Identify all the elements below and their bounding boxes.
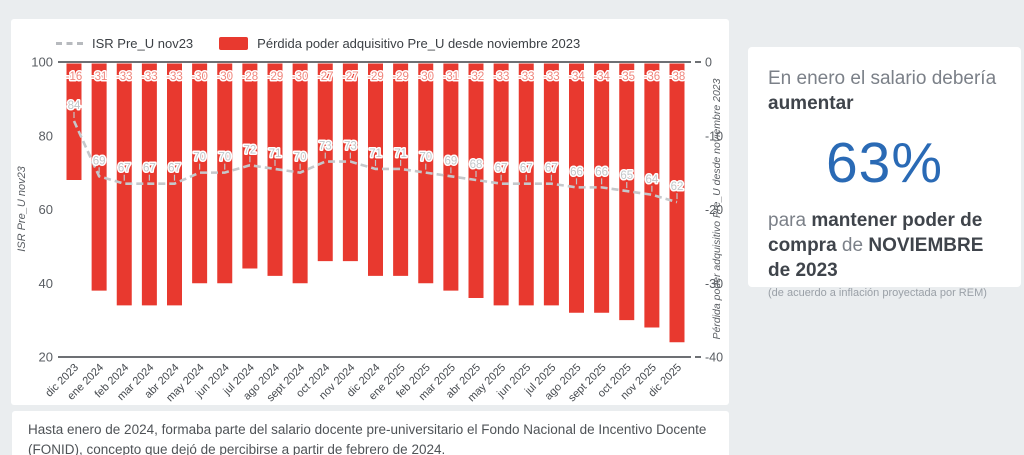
line-value-label: 73 xyxy=(319,141,332,153)
info-note: (de acuerdo a inflación proyectada por R… xyxy=(768,287,987,300)
line-value-label: 71 xyxy=(269,148,282,160)
bar-color-swatch xyxy=(219,37,249,50)
line-value-label: 62 xyxy=(671,181,684,193)
left-axis-tick-label: 80 xyxy=(39,128,53,143)
info-headline: En enero el salario debería aumentar xyxy=(768,66,1001,116)
bar-value-label: -30 xyxy=(292,71,309,83)
line-value-label: 69 xyxy=(444,155,457,167)
legend-line-label: ISR Pre_U nov23 xyxy=(92,36,194,51)
bar-value-label: -33 xyxy=(116,71,133,83)
bar-value-label: -33 xyxy=(141,71,158,83)
bar[interactable] xyxy=(669,63,685,343)
chart-legend: ISR Pre_U nov23 Pérdida poder adquisitiv… xyxy=(56,36,580,51)
line-value-label: 67 xyxy=(168,163,181,175)
line-value-label: 84 xyxy=(68,100,81,112)
bar-value-label: -30 xyxy=(216,71,233,83)
line-value-label: 71 xyxy=(394,148,407,160)
subline-regular-2: de xyxy=(836,235,869,257)
right-axis-tick-label: -40 xyxy=(705,351,723,365)
left-axis-title: ISR Pre_U nov23 xyxy=(16,165,28,251)
bar-value-label: -16 xyxy=(66,71,83,83)
dashed-line-swatch xyxy=(56,42,83,45)
bar-value-label: -30 xyxy=(417,71,434,83)
headline-regular: En enero el salario debería xyxy=(768,68,997,89)
bar-value-label: -34 xyxy=(568,71,585,83)
left-axis-tick-label: 20 xyxy=(39,350,53,365)
bar-value-label: -31 xyxy=(443,71,460,83)
legend-item-line[interactable]: ISR Pre_U nov23 xyxy=(56,36,193,51)
line-value-label: 70 xyxy=(193,152,206,164)
bar-value-label: -33 xyxy=(518,71,535,83)
bar-value-label: -29 xyxy=(392,71,409,83)
line-value-label: 67 xyxy=(143,163,156,175)
right-axis-tick-label: -20 xyxy=(705,203,723,217)
left-axis-tick-label: 40 xyxy=(39,276,53,291)
line-value-label: 67 xyxy=(520,163,533,175)
bar-value-label: -33 xyxy=(543,71,560,83)
bar-value-label: -27 xyxy=(317,71,334,83)
left-axis-tick-label: 60 xyxy=(39,202,53,217)
bar-value-label: -36 xyxy=(644,71,661,83)
right-axis-tick-label: 0 xyxy=(705,56,712,70)
bar[interactable] xyxy=(317,63,333,262)
legend-item-bar[interactable]: Pérdida poder adquisitivo Pre_U desde no… xyxy=(219,36,580,51)
right-axis-tick-label: -10 xyxy=(705,129,723,143)
line-value-label: 67 xyxy=(495,163,508,175)
bar[interactable] xyxy=(644,63,660,328)
chart-card: ISR Pre_U nov23 Pérdida poder adquisitiv… xyxy=(11,19,729,405)
bar-value-label: -28 xyxy=(242,71,259,83)
line-value-label: 67 xyxy=(545,163,558,175)
line-value-label: 73 xyxy=(344,141,357,153)
big-percentage: 63% xyxy=(825,131,944,196)
bar-value-label: -33 xyxy=(493,71,510,83)
line-value-label: 72 xyxy=(243,144,256,156)
line-value-label: 67 xyxy=(118,163,131,175)
right-axis-tick-label: -30 xyxy=(705,277,723,291)
bar-value-label: -29 xyxy=(367,71,384,83)
bar[interactable] xyxy=(569,63,584,313)
subline-bold-1: mantener poder de compra xyxy=(768,210,983,257)
footnote-card: Hasta enero de 2024, formaba parte del s… xyxy=(12,411,729,455)
line-value-label: 68 xyxy=(470,159,483,171)
line-value-label: 70 xyxy=(419,152,432,164)
footnote-text: Hasta enero de 2024, formaba parte del s… xyxy=(28,422,707,455)
bar[interactable] xyxy=(192,63,208,284)
line-value-label: 64 xyxy=(645,174,658,186)
headline-bold: aumentar xyxy=(768,93,854,115)
info-subline: para mantener poder de compra de NOVIEMB… xyxy=(768,208,1001,283)
bar-value-label: -33 xyxy=(166,71,183,83)
bar-value-label: -34 xyxy=(593,71,610,83)
bar-value-label: -31 xyxy=(91,71,108,83)
left-axis-tick-label: 100 xyxy=(31,55,53,70)
line-series xyxy=(72,120,678,204)
bar[interactable] xyxy=(393,63,409,276)
bar-value-label: -35 xyxy=(618,71,635,83)
bar[interactable] xyxy=(116,63,132,306)
line-value-label: 66 xyxy=(570,166,583,178)
line-value-label: 70 xyxy=(218,152,231,164)
bar-value-label: -29 xyxy=(267,71,284,83)
bar-value-label: -32 xyxy=(468,71,485,83)
line-value-label: 66 xyxy=(595,166,608,178)
line-value-label: 69 xyxy=(93,155,106,167)
bar-value-label: -38 xyxy=(669,71,686,83)
combo-chart: -16 -31 -33 -33 -33 -30 -30 -28 -29 -30 -27 -27 -29-… xyxy=(16,55,723,405)
line-value-label: 70 xyxy=(294,152,307,164)
subline-regular-1: para xyxy=(768,210,812,232)
bar[interactable] xyxy=(267,63,283,276)
info-card: En enero el salario debería aumentar 63%… xyxy=(748,47,1021,299)
line-value-label: 65 xyxy=(620,170,633,182)
right-axis-title: Pérdida poder adquisitivo Pre_U desde no… xyxy=(711,78,723,339)
subline-bold-2: NOVIEMBRE de 2023 xyxy=(768,235,984,282)
legend-bar-label: Pérdida poder adquisitivo Pre_U desde no… xyxy=(257,36,581,51)
bar-value-label: -30 xyxy=(191,71,208,83)
line-value-label: 71 xyxy=(369,148,382,160)
bar[interactable] xyxy=(493,63,509,306)
bar-value-label: -27 xyxy=(342,71,359,83)
